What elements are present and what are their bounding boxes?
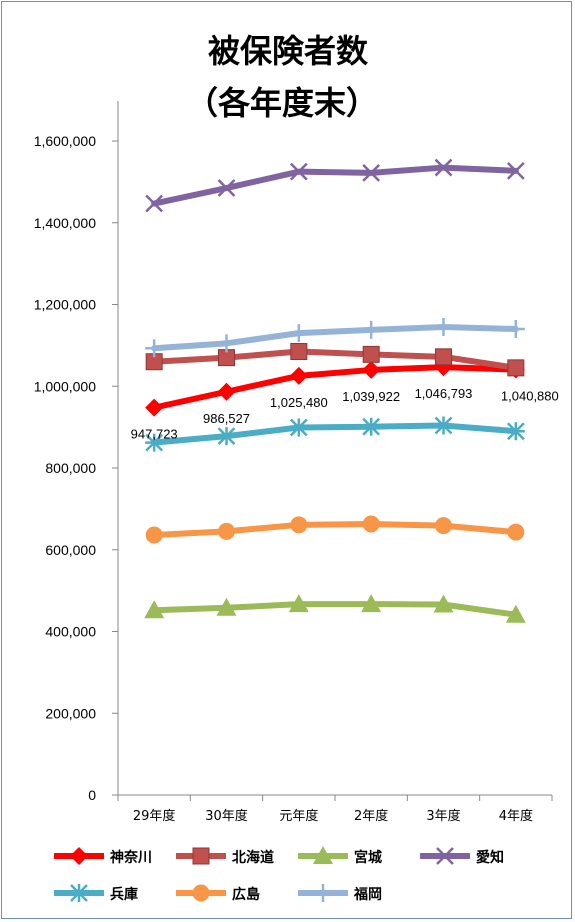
legend-marker xyxy=(192,884,210,902)
data-point xyxy=(434,158,453,177)
data-point xyxy=(506,161,525,180)
data-point xyxy=(145,398,164,417)
legend-label: 宮城 xyxy=(354,849,382,866)
data-point xyxy=(145,194,164,213)
x-category-label: 29年度 xyxy=(133,808,176,824)
data-label: 1,040,880 xyxy=(501,389,559,404)
series-line xyxy=(151,422,519,446)
data-point xyxy=(216,597,237,616)
legend-marker xyxy=(314,884,332,902)
x-category-label: 30年度 xyxy=(205,808,248,824)
x-category-label: 2年度 xyxy=(354,808,388,824)
data-point xyxy=(289,162,308,181)
data-point xyxy=(289,418,308,437)
y-tick-label: 600,000 xyxy=(45,542,96,558)
y-tick-label: 1,600,000 xyxy=(34,133,96,149)
y-tick-label: 1,200,000 xyxy=(34,297,96,313)
data-label: 1,025,480 xyxy=(270,395,328,410)
data-point xyxy=(362,515,380,533)
series-line xyxy=(151,364,519,411)
data-point xyxy=(217,334,236,353)
data-point xyxy=(362,163,381,182)
y-tick-label: 1,000,000 xyxy=(34,378,96,394)
data-point xyxy=(217,427,236,446)
data-point xyxy=(144,600,165,619)
y-tick-label: 800,000 xyxy=(45,460,96,476)
series-line xyxy=(151,348,519,371)
legend-marker xyxy=(192,847,210,865)
series-line xyxy=(151,164,519,207)
x-category-label: 元年度 xyxy=(279,808,318,824)
series-line xyxy=(151,323,519,352)
data-point xyxy=(218,522,235,540)
data-label: 947,723 xyxy=(131,427,178,442)
data-point xyxy=(361,594,382,613)
legend-marker xyxy=(70,847,88,865)
data-point xyxy=(435,348,452,366)
x-category-label: 3年度 xyxy=(426,808,460,824)
legend-label: 兵庫 xyxy=(110,886,138,903)
legend-marker xyxy=(313,846,333,864)
y-tick-label: 200,000 xyxy=(45,705,96,721)
series-line xyxy=(151,601,519,618)
data-point xyxy=(289,324,308,343)
x-category-label: 4年度 xyxy=(499,808,533,824)
legend-marker xyxy=(70,884,88,902)
data-label: 986,527 xyxy=(203,411,250,426)
data-label: 1,039,922 xyxy=(342,389,400,404)
data-point xyxy=(145,339,164,358)
data-point xyxy=(362,320,381,339)
data-point xyxy=(145,433,164,452)
legend-label: 福岡 xyxy=(353,886,382,903)
legend-label: 北海道 xyxy=(232,849,274,866)
y-tick-label: 1,400,000 xyxy=(34,215,96,231)
y-tick-label: 400,000 xyxy=(45,624,96,640)
legend-label: 広島 xyxy=(232,886,260,903)
data-point xyxy=(505,604,526,623)
legend-label: 神奈川 xyxy=(110,849,152,866)
data-point xyxy=(507,359,525,377)
data-point xyxy=(362,345,380,363)
legend-label: 愛知 xyxy=(476,849,504,866)
data-point xyxy=(507,523,525,541)
data-point xyxy=(362,417,381,436)
data-point xyxy=(217,382,236,401)
data-point xyxy=(506,422,525,441)
data-point xyxy=(145,526,163,544)
data-point xyxy=(433,594,454,613)
data-point xyxy=(435,517,452,535)
data-label: 1,046,793 xyxy=(415,386,473,401)
y-tick-label: 0 xyxy=(88,787,96,803)
chart-title-line1: 被保険者数 xyxy=(208,32,369,70)
data-point xyxy=(434,317,453,336)
data-point xyxy=(362,360,381,379)
data-point xyxy=(289,366,308,385)
data-point xyxy=(434,416,453,435)
data-point xyxy=(290,516,308,534)
legend-marker xyxy=(436,847,454,865)
data-point xyxy=(217,179,236,197)
data-point xyxy=(288,594,309,613)
data-point xyxy=(290,343,308,361)
chart-title-line2: （各年度末） xyxy=(186,84,378,122)
series-line xyxy=(151,520,519,539)
data-point xyxy=(506,320,525,339)
